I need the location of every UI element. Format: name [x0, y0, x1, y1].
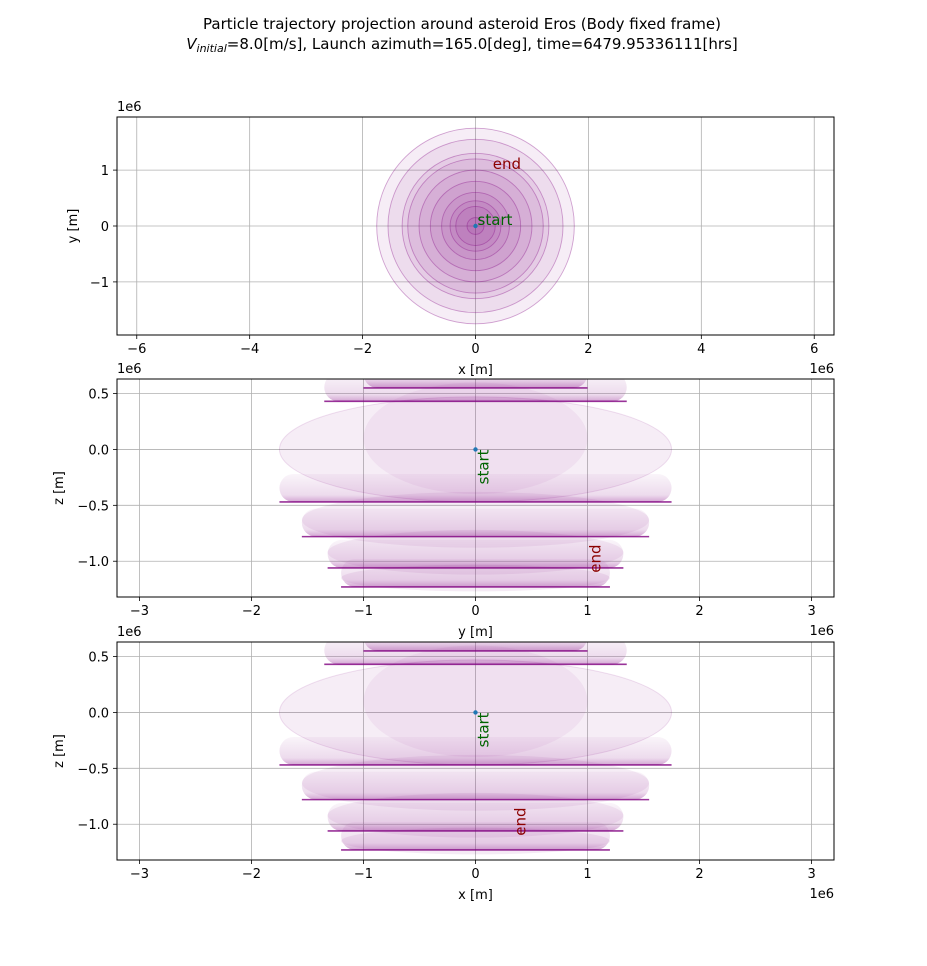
x-tick-label: −4 — [240, 342, 259, 357]
y-offset-label: 1e6 — [117, 625, 142, 640]
trajectory-band — [341, 821, 610, 850]
x-tick-label: 2 — [695, 604, 703, 619]
trajectory-content — [278, 379, 673, 592]
x-tick-label: 0 — [471, 867, 479, 882]
y-tick-label: −1 — [90, 276, 109, 291]
y-axis-label: z [m] — [52, 471, 67, 505]
x-offset-label: 1e6 — [809, 624, 834, 639]
y-tick-label: 0.5 — [88, 651, 109, 666]
y-offset-label: 1e6 — [117, 100, 142, 115]
x-tick-label: −3 — [130, 604, 149, 619]
y-tick-label: 0.0 — [88, 706, 109, 721]
y-tick-label: −0.5 — [77, 499, 109, 514]
x-tick-label: −1 — [354, 604, 373, 619]
x-axis-label: y [m] — [458, 625, 493, 640]
x-tick-label: −3 — [130, 867, 149, 882]
x-tick-label: 2 — [695, 867, 703, 882]
y-tick-label: −1.0 — [77, 555, 109, 570]
start-marker — [473, 447, 478, 452]
x-tick-label: 4 — [697, 342, 705, 357]
x-tick-label: 0 — [471, 604, 479, 619]
xy-projection: −6 −4 −2 0 2 4 6 −1 0 1 1e6 1e6 x [m] y [m] start end — [66, 100, 835, 378]
x-tick-label: −2 — [242, 604, 261, 619]
yz-projection: −3 −2 −1 0 1 2 3 0.5 0.0 −0.5 −1.0 1e6 1e6 y [m] z [m]… — [52, 362, 835, 640]
x-tick-label: 3 — [807, 867, 815, 882]
annotation-end: end — [493, 155, 521, 173]
x-offset-label: 1e6 — [809, 362, 834, 377]
y-axis-label: y [m] — [66, 209, 81, 244]
trajectory-band — [279, 736, 672, 765]
start-marker — [473, 710, 478, 715]
y-tick-label: 0.5 — [88, 388, 109, 403]
y-tick-label: −1.0 — [77, 818, 109, 833]
y-axis-label: z [m] — [52, 734, 67, 768]
x-tick-label: 1 — [583, 604, 591, 619]
annotation-end: end — [587, 544, 605, 572]
figure-title-line1: Particle trajectory projection around as… — [203, 15, 721, 33]
x-tick-label: −2 — [353, 342, 372, 357]
trajectory-band — [324, 379, 627, 402]
annotation-start: start — [475, 712, 493, 747]
y-tick-label: 0.0 — [88, 443, 109, 458]
title-v-symbol: V — [186, 35, 198, 53]
start-marker — [473, 223, 478, 229]
annotation-start: start — [478, 211, 513, 229]
x-tick-label: 2 — [584, 342, 592, 357]
trajectory-band — [324, 642, 627, 665]
x-tick-label: −6 — [127, 342, 146, 357]
title-v-subscript: initial — [197, 42, 227, 55]
x-tick-label: 0 — [471, 342, 479, 357]
y-tick-label: 1 — [101, 164, 109, 179]
x-offset-label: 1e6 — [809, 887, 834, 902]
trajectory-sweep — [363, 382, 588, 495]
title-params: =8.0[m/s], Launch azimuth=165.0[deg], ti… — [227, 35, 738, 53]
x-tick-label: 3 — [807, 604, 815, 619]
xz-projection: −3 −2 −1 0 1 2 3 0.5 0.0 −0.5 −1.0 1e6 1e6 x [m] z [m]… — [52, 625, 835, 903]
trajectory-band — [279, 473, 672, 502]
x-axis-label: x [m] — [458, 888, 493, 903]
figure-title-line2: Vinitial=8.0[m/s], Launch azimuth=165.0[… — [186, 35, 737, 55]
trajectory-band — [341, 558, 610, 587]
x-tick-label: 1 — [583, 867, 591, 882]
trajectory-content — [376, 127, 575, 325]
trajectory-content — [278, 642, 673, 855]
y-offset-label: 1e6 — [117, 362, 142, 377]
y-tick-label: −0.5 — [77, 762, 109, 777]
annotation-end: end — [511, 807, 529, 835]
trajectory-band — [301, 771, 650, 800]
x-tick-label: −2 — [242, 867, 261, 882]
x-tick-label: 6 — [810, 342, 818, 357]
trajectory-band — [301, 508, 650, 537]
y-tick-label: 0 — [101, 220, 109, 235]
x-tick-label: −1 — [354, 867, 373, 882]
trajectory-sweep — [363, 645, 588, 758]
x-axis-label: x [m] — [458, 363, 493, 378]
annotation-start: start — [475, 449, 493, 484]
